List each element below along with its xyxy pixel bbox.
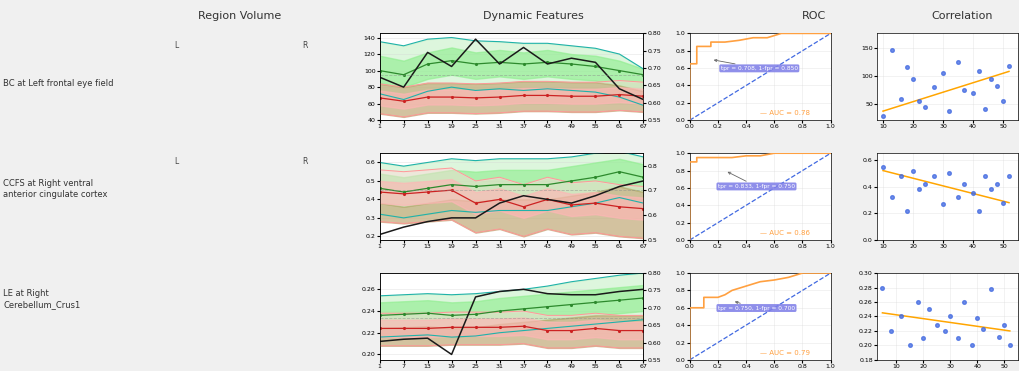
Point (940, 108, 956, 114)
Point (892, 96, 908, 102)
Point (881, 328, 898, 334)
Point (964, 190, 980, 196)
Point (874, 164, 891, 170)
Text: tpr = 0.708, 1-fpr = 0.850: tpr = 0.708, 1-fpr = 0.850 (714, 59, 797, 71)
Point (901, 342, 917, 348)
Point (927, 322, 944, 328)
Point (874, 113, 891, 119)
Text: CCFS at Right ventral
anterior cingulate cortex: CCFS at Right ventral anterior cingulate… (3, 179, 107, 199)
Text: ROC: ROC (801, 11, 825, 21)
Text: — AUC = 0.78: — AUC = 0.78 (759, 110, 809, 116)
Point (982, 76, 999, 82)
Point (933, 201, 950, 207)
Point (916, 104, 932, 110)
Point (976, 173, 993, 179)
Point (1000, 63, 1016, 69)
Point (996, 322, 1012, 328)
Point (898, 208, 914, 214)
Point (987, 181, 1004, 187)
Text: Correlation: Correlation (930, 11, 991, 21)
Point (883, 47, 900, 53)
Point (989, 334, 1006, 340)
Point (904, 168, 920, 174)
Point (909, 299, 925, 305)
Text: L: L (174, 41, 178, 50)
Point (973, 326, 989, 332)
Point (976, 106, 993, 112)
Point (935, 328, 952, 334)
Text: tpr = 0.833, 1-fpr = 0.750: tpr = 0.833, 1-fpr = 0.750 (717, 172, 794, 189)
Point (982, 186, 999, 192)
Point (970, 68, 986, 74)
Point (925, 84, 942, 90)
Text: — AUC = 0.79: — AUC = 0.79 (759, 349, 809, 356)
Point (893, 313, 909, 319)
Point (994, 99, 1010, 105)
Text: R: R (302, 41, 308, 50)
Point (898, 65, 914, 70)
Point (914, 335, 930, 341)
Point (955, 299, 971, 305)
Point (963, 342, 979, 348)
Point (873, 285, 890, 290)
Point (892, 173, 908, 179)
Point (933, 70, 950, 76)
Point (994, 200, 1010, 206)
Point (970, 208, 986, 214)
Point (949, 59, 965, 65)
Point (955, 87, 971, 93)
Point (910, 99, 926, 105)
Point (910, 186, 926, 192)
Point (904, 76, 920, 82)
Point (925, 173, 942, 179)
Text: L: L (174, 157, 178, 167)
Point (987, 83, 1004, 89)
Text: tpr = 0.750, 1-fpr = 0.700: tpr = 0.750, 1-fpr = 0.700 (717, 301, 794, 311)
Text: Dynamic Features: Dynamic Features (483, 11, 583, 21)
Point (940, 170, 956, 176)
Point (949, 194, 965, 200)
Point (916, 181, 932, 187)
Text: Region Volume: Region Volume (198, 11, 281, 21)
Point (883, 194, 900, 200)
Text: R: R (302, 157, 308, 167)
Text: BC at Left frontal eye field: BC at Left frontal eye field (3, 79, 113, 88)
Point (942, 313, 958, 319)
Point (955, 181, 971, 187)
Point (1000, 173, 1016, 179)
Point (950, 335, 966, 341)
Text: LE at Right
Cerebellum_Crus1: LE at Right Cerebellum_Crus1 (3, 289, 81, 309)
Point (968, 315, 984, 321)
Point (919, 306, 935, 312)
Text: — AUC = 0.86: — AUC = 0.86 (759, 230, 809, 236)
Point (981, 286, 998, 292)
Point (1001, 342, 1017, 348)
Point (964, 90, 980, 96)
